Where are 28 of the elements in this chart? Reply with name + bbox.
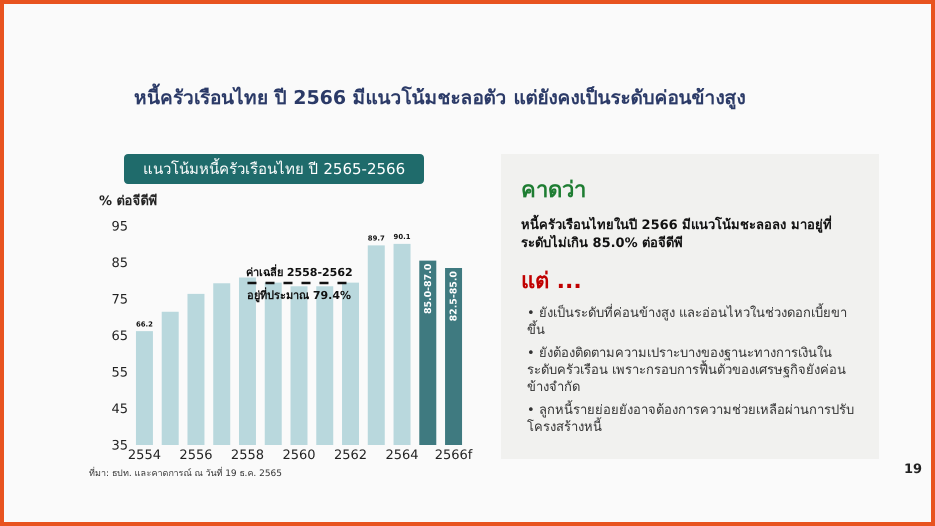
text: • ลูกหนี้รายย่อยยังอาจต้องการความช่วยเหลือผ่านการปรับโครงสร้างหนี้ [527, 402, 855, 437]
chart-subtitle: แนวโน้มหนี้ครัวเรือนไทย ปี 2565-2566 [124, 154, 424, 184]
x-tick-label: 2556 [179, 448, 213, 463]
y-axis-title: % ต่อจีดีพี [99, 192, 158, 211]
x-tick-label: 2560 [282, 448, 316, 463]
x-tick-label: 2564 [385, 448, 419, 463]
text: หนี้ครัวเรือนไทยในปี 2566 มีแนวโน้มชะลอลง มาอยู่ที่ระดับไม่เกิน 85.0% ต่อจีดีพี [521, 217, 833, 254]
x-tick-label: 2554 [128, 448, 161, 463]
y-tick-label: 65 [111, 329, 128, 344]
text: คาดว่า [521, 177, 587, 205]
x-tick-label: 2558 [230, 448, 264, 463]
data-label: 85.0-87.0 [422, 263, 434, 314]
annotation: อยู่ที่ประมาณ 79.4% [247, 287, 351, 303]
text: 19 [904, 462, 922, 477]
text: • ยังต้องติดตามความเปราะบางของฐานะทางการเงินในระดับครัวเรือน เพราะกรอบการฟื้นตัวของเศรษฐกิจยังค่อนข้างจำกัด [527, 346, 848, 397]
x-tick-label: 2566f [434, 448, 473, 463]
y-tick-label: 55 [111, 366, 128, 381]
data-label: 82.5-85.0 [448, 270, 460, 322]
y-tick-label: 75 [111, 292, 128, 308]
annotation: ค่าเฉลี่ย 2558-2562 [246, 264, 353, 279]
y-tick-label: 85 [111, 256, 128, 272]
text: ที่มา: ธปท. และคาดการณ์ ณ วันที่ 19 ธ.ค. 2565 [89, 466, 282, 480]
y-tick-label: 45 [111, 402, 128, 418]
text: แต่ ... [521, 268, 583, 296]
y-tick-label: 95 [111, 220, 128, 235]
y-tick-label: 35 [111, 438, 128, 454]
chart-title: หนี้ครัวเรือนไทย ปี 2566 มีแนวโน้มชะลอตัว แต่ยังคงเป็นระดับค่อนข้างสูง [134, 82, 746, 112]
x-tick-label: 2562 [334, 448, 368, 463]
